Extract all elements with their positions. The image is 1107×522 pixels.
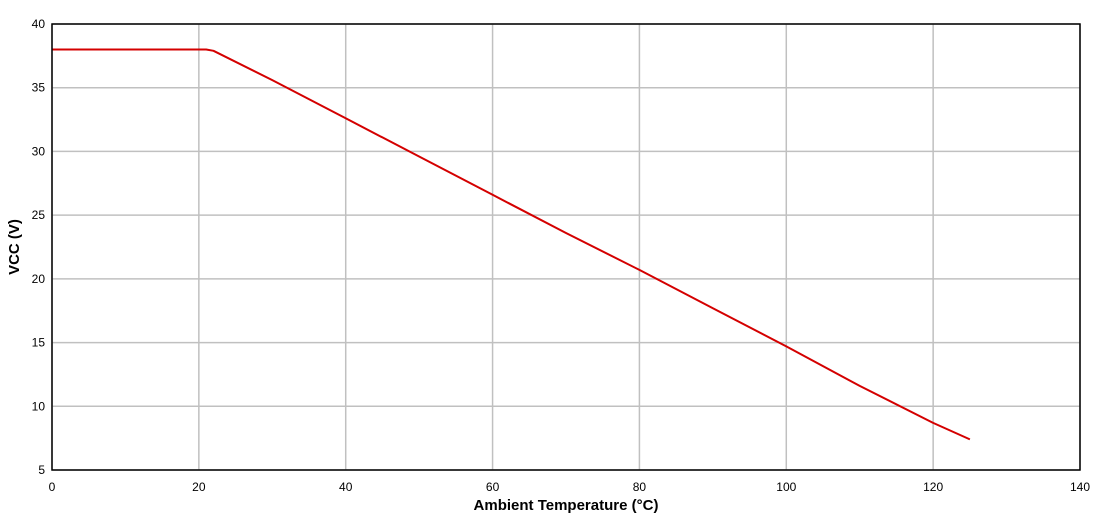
y-tick-label: 20 [32,272,46,286]
y-axis-title: VCC (V) [6,219,23,275]
x-tick-label: 0 [49,480,56,494]
x-tick-label: 20 [192,480,206,494]
y-tick-label: 35 [32,81,46,95]
x-tick-labels: 0 20 40 60 80 100 120 140 [49,480,1091,494]
grid-lines [51,23,1081,471]
x-tick-label: 120 [923,480,943,494]
y-tick-label: 30 [32,144,46,158]
y-tick-label: 15 [32,336,46,350]
y-tick-label: 25 [32,208,46,222]
series-line [52,48,971,441]
x-tick-label: 100 [776,480,796,494]
plot-frame [51,23,1081,471]
x-axis-title: Ambient Temperature (°C) [474,497,659,514]
x-tick-label: 140 [1070,480,1090,494]
y-tick-label: 10 [32,399,46,413]
y-tick-label: 5 [38,463,45,477]
y-tick-label: 40 [32,17,46,31]
x-tick-label: 60 [486,480,500,494]
x-tick-label: 80 [633,480,647,494]
y-tick-labels: 5 10 15 20 25 30 35 40 [32,17,46,477]
x-tick-label: 40 [339,480,353,494]
plot-area [52,24,1080,470]
series-group [52,48,971,441]
